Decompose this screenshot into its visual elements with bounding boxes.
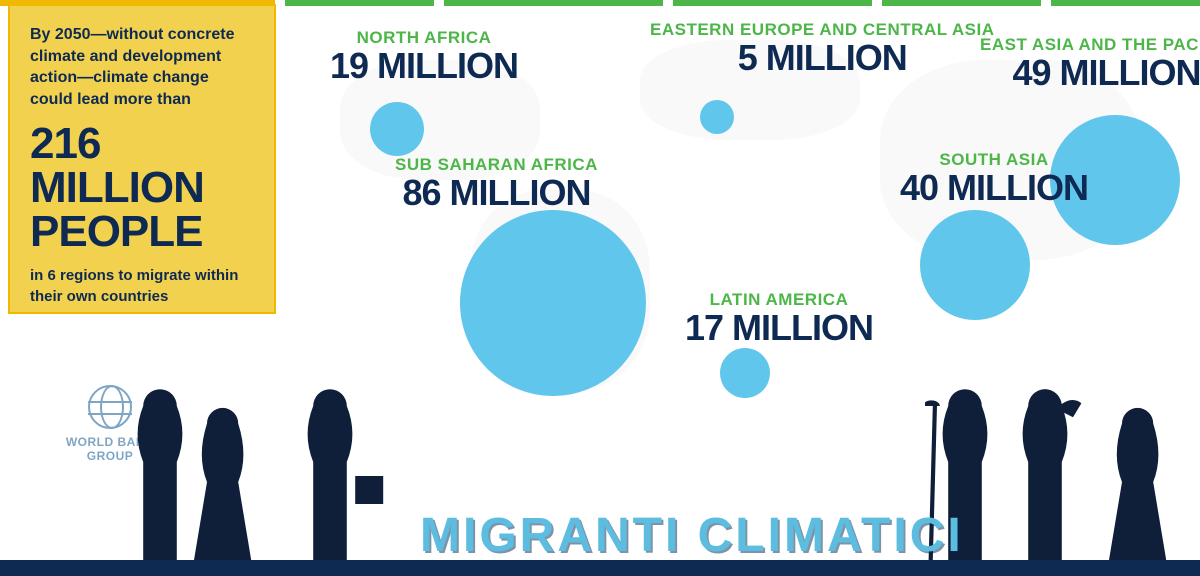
intro-tail-text: in 6 regions to migrate within their own… [30,266,254,307]
intro-big-line2: PEOPLE [30,210,254,254]
region-value: 17 MILLION [685,310,873,346]
top-bar-5 [1051,0,1200,6]
region-value: 19 MILLION [330,48,518,84]
people-silhouette-left [110,370,400,560]
top-bar-2 [444,0,663,6]
region-latin-america: LATIN AMERICA17 MILLION [685,290,873,346]
intro-box: By 2050—without concrete climate and dev… [8,4,276,314]
region-value: 86 MILLION [395,175,598,211]
bubble-north-africa [370,102,424,156]
top-bar-4 [882,0,1041,6]
region-value: 40 MILLION [900,170,1088,206]
top-bar-3 [673,0,872,6]
bubble-eastern-europe-central-asia [700,100,734,134]
region-north-africa: NORTH AFRICA19 MILLION [330,28,518,84]
region-value: 49 MILLION [980,55,1200,91]
bubble-south-asia [920,210,1030,320]
bubble-latin-america [720,348,770,398]
top-bar-1 [285,0,434,6]
region-sub-saharan-africa: SUB SAHARAN AFRICA86 MILLION [395,155,598,211]
title-banner: MIGRANTI CLIMATICI [420,508,964,563]
bubble-sub-saharan-africa [460,210,646,396]
region-value: 5 MILLION [650,40,995,76]
intro-lead-text: By 2050—without concrete climate and dev… [30,24,254,110]
people-silhouette-right [925,360,1185,560]
bottom-bar [0,560,1200,576]
intro-big-line1: 216 MILLION [30,122,254,210]
region-south-asia: SOUTH ASIA40 MILLION [900,150,1088,206]
region-eastern-europe-central-asia: EASTERN EUROPE AND CENTRAL ASIA5 MILLION [650,20,995,76]
region-east-asia-pacific: EAST ASIA AND THE PACIFIC49 MILLION [980,35,1200,91]
